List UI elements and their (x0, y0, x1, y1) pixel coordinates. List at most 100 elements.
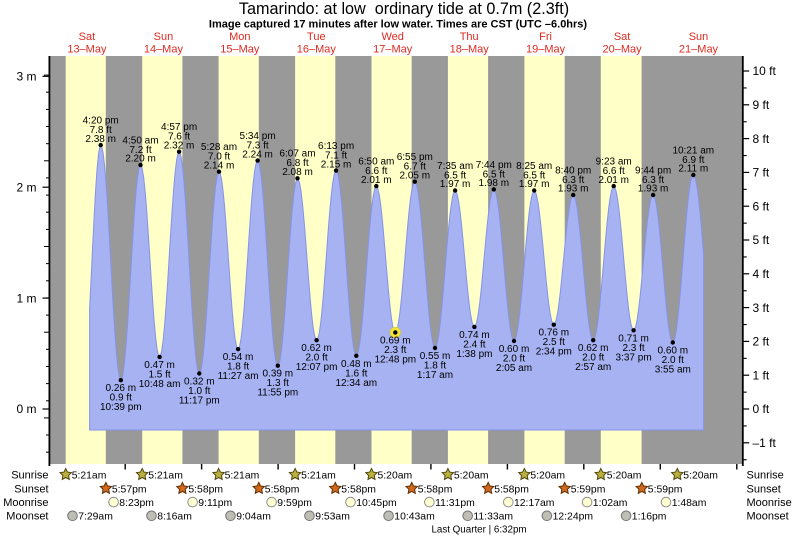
svg-text:1.98 m: 1.98 m (479, 178, 510, 189)
svg-text:11:17 pm: 11:17 pm (179, 396, 220, 407)
svg-text:0.47 m: 0.47 m (144, 360, 175, 371)
svg-text:6:07 am: 6:07 am (279, 149, 315, 160)
svg-text:6.5 ft: 6.5 ft (483, 169, 505, 180)
svg-text:6:13 pm: 6:13 pm (318, 141, 354, 152)
svg-text:1.8 ft: 1.8 ft (424, 361, 446, 372)
svg-text:3 m: 3 m (16, 70, 36, 84)
svg-text:2.01 m: 2.01 m (361, 175, 392, 186)
svg-text:1 m: 1 m (16, 291, 36, 305)
svg-text:5:58pm: 5:58pm (188, 484, 223, 495)
svg-text:5:20am: 5:20am (530, 470, 565, 481)
svg-text:7.3 ft: 7.3 ft (246, 141, 268, 152)
svg-text:2 ft: 2 ft (753, 335, 770, 349)
svg-text:Sun: Sun (154, 31, 174, 43)
svg-text:8:40 pm: 8:40 pm (555, 165, 591, 176)
svg-text:11:55 pm: 11:55 pm (257, 388, 298, 399)
svg-text:8 ft: 8 ft (753, 132, 770, 146)
svg-text:3:37 pm: 3:37 pm (616, 352, 652, 363)
svg-text:Last Quarter | 6:32pm: Last Quarter | 6:32pm (431, 525, 526, 536)
svg-text:Sun: Sun (689, 31, 709, 43)
svg-text:5:20am: 5:20am (454, 470, 489, 481)
svg-text:1:02am: 1:02am (593, 498, 628, 509)
svg-text:2.0 ft: 2.0 ft (662, 355, 684, 366)
svg-text:2.32 m: 2.32 m (164, 140, 195, 151)
svg-text:0.69 m: 0.69 m (380, 336, 411, 347)
svg-text:0.55 m: 0.55 m (420, 351, 451, 362)
svg-text:1:38 pm: 1:38 pm (456, 349, 492, 360)
svg-text:5:59pm: 5:59pm (571, 484, 606, 495)
svg-text:7.1 ft: 7.1 ft (325, 151, 347, 162)
svg-text:8:16am: 8:16am (157, 512, 192, 523)
svg-text:12:24pm: 12:24pm (553, 512, 593, 523)
svg-text:5:34 pm: 5:34 pm (240, 131, 276, 142)
svg-text:12:17am: 12:17am (514, 498, 554, 509)
svg-text:19–May: 19–May (526, 44, 566, 56)
svg-text:16–May: 16–May (297, 44, 337, 56)
svg-text:9:23 am: 9:23 am (596, 157, 632, 168)
svg-text:5:58pm: 5:58pm (265, 484, 300, 495)
svg-text:9 ft: 9 ft (753, 98, 770, 112)
svg-text:6 ft: 6 ft (753, 199, 770, 213)
svg-text:5:59pm: 5:59pm (648, 484, 683, 495)
svg-text:5:28 am: 5:28 am (201, 142, 237, 153)
svg-text:Moonrise: Moonrise (747, 497, 792, 509)
svg-text:11:31pm: 11:31pm (435, 498, 475, 509)
svg-text:1.97 m: 1.97 m (440, 179, 471, 190)
svg-text:4:20 pm: 4:20 pm (83, 116, 119, 127)
svg-text:4 ft: 4 ft (753, 267, 770, 281)
svg-text:5:58pm: 5:58pm (494, 484, 529, 495)
svg-text:1.5 ft: 1.5 ft (148, 369, 170, 380)
svg-text:5:21am: 5:21am (301, 470, 336, 481)
svg-text:10 ft: 10 ft (753, 64, 777, 78)
svg-text:2.11 m: 2.11 m (678, 164, 708, 175)
svg-text:0.71 m: 0.71 m (618, 333, 649, 344)
svg-text:9:04am: 9:04am (236, 512, 271, 523)
svg-text:2.24 m: 2.24 m (242, 149, 273, 160)
svg-text:2.05 m: 2.05 m (400, 170, 431, 181)
svg-text:0.74 m: 0.74 m (459, 330, 490, 341)
svg-text:2:05 am: 2:05 am (496, 363, 532, 374)
svg-text:5:20am: 5:20am (683, 470, 718, 481)
svg-text:1.93 m: 1.93 m (638, 184, 669, 195)
svg-text:3:55 am: 3:55 am (655, 365, 691, 376)
svg-text:4:50 am: 4:50 am (122, 135, 158, 146)
svg-text:10:48 am: 10:48 am (139, 379, 181, 390)
svg-text:Moonset: Moonset (747, 511, 789, 523)
svg-text:0.9 ft: 0.9 ft (110, 393, 132, 404)
svg-text:0.62 m: 0.62 m (578, 343, 609, 354)
svg-text:1.8 ft: 1.8 ft (227, 362, 249, 373)
svg-text:0.60 m: 0.60 m (499, 344, 530, 355)
svg-text:14–May: 14–May (144, 44, 184, 56)
svg-text:21–May: 21–May (679, 44, 719, 56)
svg-text:1.0 ft: 1.0 ft (188, 386, 210, 397)
svg-text:11:27 am: 11:27 am (218, 371, 259, 382)
svg-text:1.97 m: 1.97 m (519, 179, 550, 190)
svg-text:Fri: Fri (539, 31, 552, 43)
svg-text:0.48 m: 0.48 m (341, 359, 372, 370)
svg-text:2 m: 2 m (16, 180, 36, 194)
svg-text:1.6 ft: 1.6 ft (345, 368, 367, 379)
svg-text:6.7 ft: 6.7 ft (404, 162, 426, 173)
svg-text:5:21am: 5:21am (148, 470, 183, 481)
svg-text:6:50 am: 6:50 am (358, 157, 394, 168)
svg-text:5:58pm: 5:58pm (418, 484, 453, 495)
svg-text:12:48 pm: 12:48 pm (374, 355, 416, 366)
svg-text:2.01 m: 2.01 m (598, 175, 629, 186)
svg-text:6.5 ft: 6.5 ft (444, 170, 466, 181)
svg-text:2.3 ft: 2.3 ft (384, 345, 406, 356)
svg-text:Moonrise: Moonrise (3, 497, 48, 509)
svg-text:2:57 am: 2:57 am (575, 362, 611, 373)
svg-text:13–May: 13–May (67, 44, 107, 56)
svg-text:1 ft: 1 ft (753, 368, 770, 382)
svg-text:–1 ft: –1 ft (753, 436, 777, 450)
svg-text:2.20 m: 2.20 m (125, 154, 156, 165)
svg-text:Wed: Wed (381, 31, 403, 43)
svg-text:Sat: Sat (614, 31, 631, 43)
svg-text:2.14 m: 2.14 m (204, 160, 235, 171)
svg-text:7:35 am: 7:35 am (437, 161, 473, 172)
svg-text:6.6 ft: 6.6 ft (603, 166, 625, 177)
svg-text:Moonset: Moonset (6, 511, 48, 523)
svg-text:2.3 ft: 2.3 ft (622, 343, 644, 354)
svg-text:5:58pm: 5:58pm (341, 484, 376, 495)
svg-text:1.93 m: 1.93 m (558, 184, 589, 195)
